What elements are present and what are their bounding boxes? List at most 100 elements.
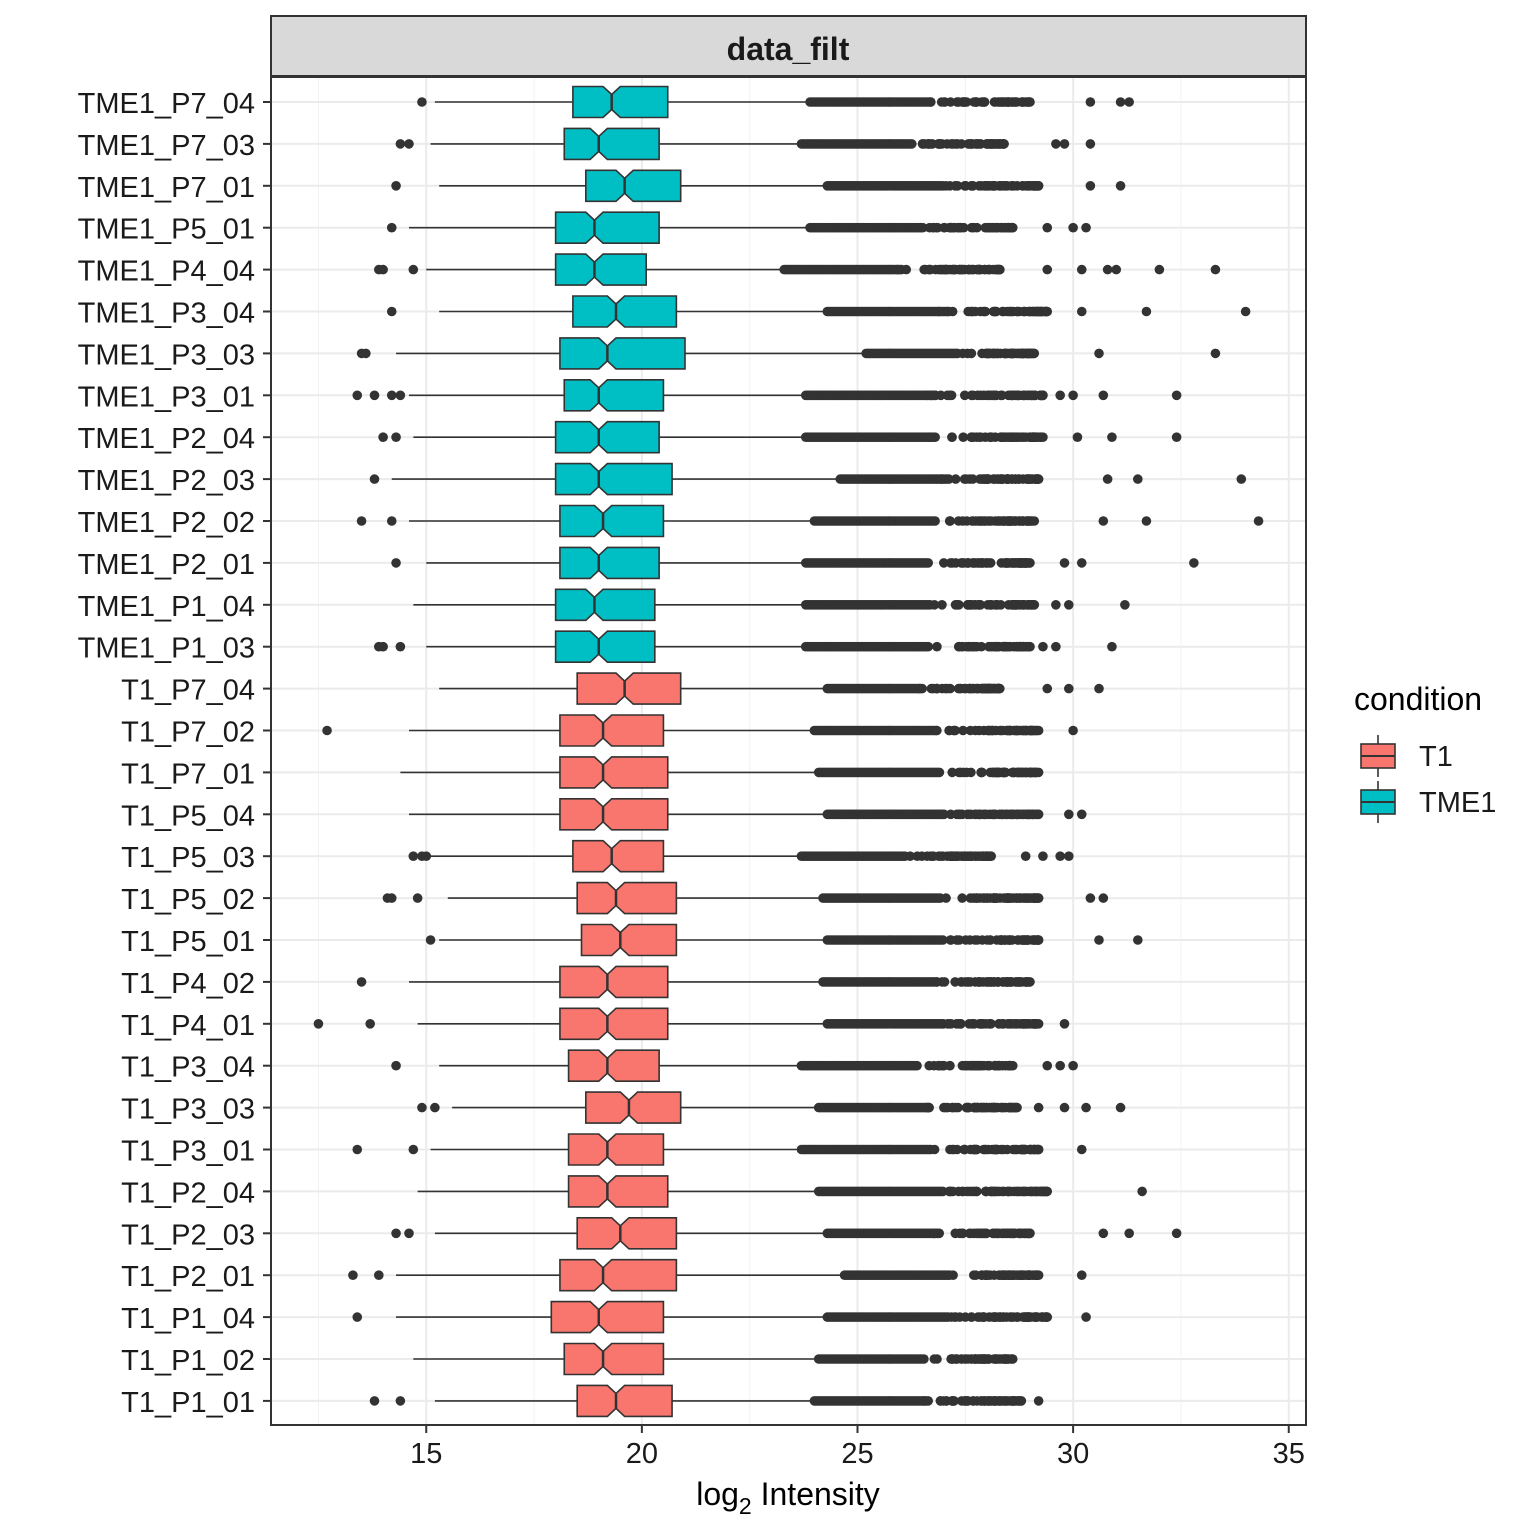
outlier-point [1098, 390, 1109, 401]
outlier-point [1042, 264, 1053, 275]
outlier-point [391, 1060, 401, 1071]
outlier-point [985, 432, 996, 443]
outlier-point [1059, 1019, 1070, 1029]
outlier-point [369, 474, 380, 484]
outlier-point [950, 600, 961, 610]
notched-box [554, 211, 660, 244]
outlier-point [975, 390, 986, 401]
outlier-point [933, 1060, 944, 1071]
outlier-point [1081, 1312, 1091, 1322]
outlier-point [1059, 139, 1070, 149]
outlier-point [1033, 1102, 1044, 1113]
outlier-point [991, 893, 1002, 903]
outlier-point [939, 809, 949, 820]
x-axis-title-rest: Intensity [752, 1476, 880, 1512]
outlier-point [1000, 977, 1011, 987]
legend: condition T1 TME1 [1354, 681, 1496, 823]
outlier-point [947, 432, 957, 443]
outlier-point [966, 851, 977, 861]
outlier-point [1098, 893, 1109, 903]
outlier-point [950, 725, 961, 736]
outlier-point [1028, 1186, 1038, 1197]
outlier-point [1012, 306, 1023, 317]
outlier-point [1210, 264, 1221, 275]
outlier-point [1076, 306, 1087, 317]
outlier-point [1012, 181, 1022, 191]
outlier-point [1020, 1312, 1030, 1322]
outlier-point [1003, 893, 1014, 903]
outlier-point [1081, 1102, 1091, 1113]
outlier-point [1068, 222, 1078, 233]
notched-box [554, 630, 656, 663]
outlier-point [1033, 474, 1044, 484]
outlier-point [979, 683, 989, 694]
outlier-point [1107, 641, 1117, 652]
outlier-point [924, 1102, 934, 1113]
outlier-point [979, 306, 990, 317]
outlier-point [425, 935, 436, 945]
box-TME1_P7_03 [395, 127, 1096, 161]
outlier-point [995, 516, 1006, 526]
outlier-point [980, 1144, 990, 1155]
outlier-point [1004, 432, 1015, 443]
outlier-point [1016, 893, 1027, 903]
outlier-point [998, 641, 1008, 652]
outlier-point [378, 264, 388, 275]
outlier-point [1051, 600, 1061, 610]
outlier-point [1033, 1019, 1044, 1029]
outlier-point [1064, 683, 1074, 694]
box-T1_P7_02 [322, 714, 1078, 747]
outlier-point [959, 1144, 970, 1155]
notched-box [550, 1300, 665, 1334]
box-TME1_P2_01 [391, 546, 1199, 580]
outlier-point [938, 558, 949, 568]
outlier-point [1018, 432, 1029, 443]
outlier-point [1000, 1270, 1011, 1280]
outlier-point [1098, 516, 1109, 526]
outlier-point [1076, 1270, 1087, 1280]
outlier-point [1120, 600, 1130, 610]
y-tick-label: TME1_P3_01 [78, 381, 255, 413]
legend-key-T1: T1 [1360, 735, 1453, 777]
outlier-point [1007, 1354, 1018, 1364]
outlier-point [1003, 516, 1014, 526]
outlier-point [995, 935, 1006, 945]
outlier-point [1094, 348, 1104, 359]
y-axis: TME1_P7_04 TME1_P7_03 TME1_P7_01 TME1_P5_01… [78, 88, 271, 1419]
outlier-point [1076, 809, 1087, 820]
outlier-point [1008, 809, 1018, 820]
outlier-point [972, 1060, 983, 1071]
outlier-point [969, 641, 980, 652]
outlier-point [967, 516, 977, 526]
outlier-point [1019, 1186, 1030, 1197]
outlier-point [942, 264, 952, 275]
outlier-point [924, 432, 935, 443]
outlier-point [986, 977, 997, 987]
notched-box [576, 1384, 673, 1418]
outlier-point [932, 683, 942, 694]
outlier-point [352, 390, 363, 401]
outlier-point [959, 390, 970, 401]
outlier-point [1042, 1186, 1053, 1197]
outlier-point [1023, 474, 1033, 484]
outlier-point [977, 767, 987, 778]
notched-box [580, 923, 678, 957]
box-TME1_P3_04 [386, 295, 1251, 328]
box-TME1_P2_03 [369, 462, 1247, 496]
outlier-point [1098, 1228, 1109, 1239]
panel-background [271, 77, 1306, 1425]
notched-box [554, 253, 647, 286]
notched-box [559, 714, 665, 747]
y-tick-label: T1_P1_02 [121, 1345, 255, 1377]
outlier-point [956, 851, 967, 861]
outlier-point [964, 1019, 974, 1029]
outlier-point [963, 264, 974, 275]
outlier-point [917, 851, 927, 861]
legend-label: T1 [1419, 741, 1453, 773]
outlier-point [404, 1228, 414, 1239]
outlier-point [1030, 1312, 1041, 1322]
y-tick-label: T1_P3_04 [121, 1052, 255, 1084]
outlier-point [1171, 1228, 1182, 1239]
x-axis: 15 20 25 30 35 [410, 1425, 1305, 1470]
